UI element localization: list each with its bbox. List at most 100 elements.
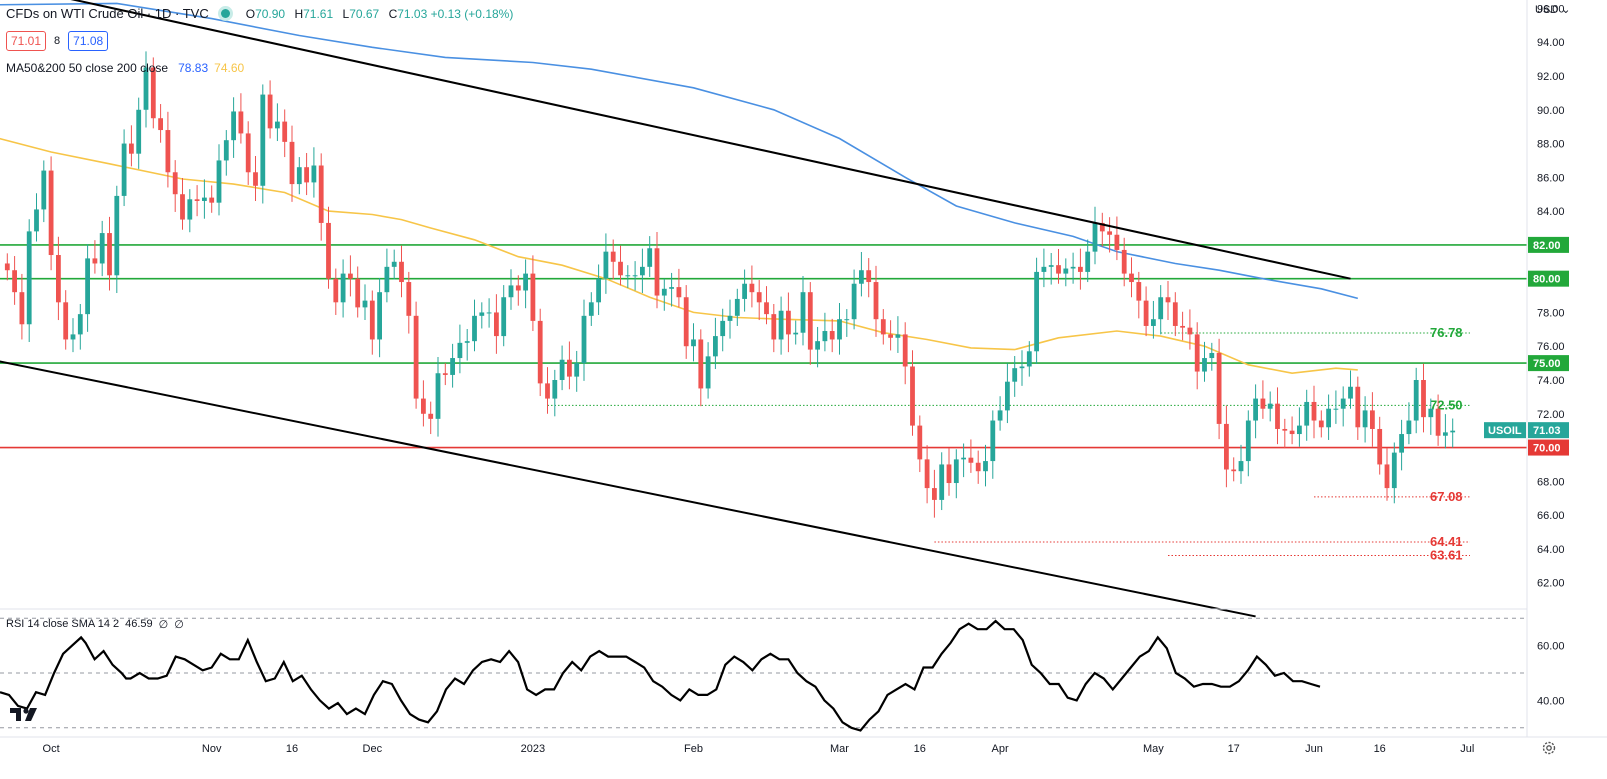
candle bbox=[1245, 410, 1251, 477]
candle-body bbox=[180, 194, 185, 220]
candle bbox=[713, 317, 718, 370]
candle-body bbox=[1165, 297, 1171, 303]
level-annotation-63.61: 63.61 bbox=[1430, 547, 1463, 562]
buy-button[interactable]: 71.08 bbox=[68, 31, 109, 51]
candle bbox=[26, 219, 32, 342]
market-status-icon bbox=[220, 9, 230, 18]
candle bbox=[997, 396, 1003, 431]
candle bbox=[983, 444, 988, 487]
candle bbox=[654, 232, 660, 309]
rsi-tick-label: 60.00 bbox=[1537, 641, 1565, 653]
candle bbox=[1406, 402, 1412, 445]
candle-body bbox=[654, 248, 660, 296]
candle-body bbox=[705, 356, 711, 389]
rsi-pane[interactable] bbox=[0, 617, 1527, 732]
candle-body bbox=[559, 359, 565, 380]
candle-body bbox=[99, 233, 105, 264]
ma200-value: 78.83 bbox=[178, 61, 209, 75]
ma-legend[interactable]: MA50&200 50 close 200 close 78.83 74.60 bbox=[6, 61, 244, 75]
candle bbox=[245, 121, 251, 185]
candle bbox=[647, 236, 653, 277]
candle bbox=[1421, 363, 1426, 433]
candle-body bbox=[1136, 282, 1142, 301]
candle-body bbox=[304, 167, 309, 183]
candle-body bbox=[70, 334, 76, 340]
ma200-line bbox=[0, 2, 1359, 300]
open-label: O bbox=[245, 6, 256, 21]
candle-body bbox=[187, 199, 193, 220]
candle bbox=[778, 296, 784, 355]
candle bbox=[1326, 394, 1331, 440]
candle bbox=[610, 239, 616, 280]
time-tick-label: Jun bbox=[1305, 743, 1323, 755]
candle-body bbox=[786, 310, 791, 335]
candle bbox=[435, 357, 441, 437]
candle-body bbox=[713, 336, 718, 357]
candle-body bbox=[625, 275, 631, 277]
level-tag-label: 82.00 bbox=[1533, 240, 1561, 252]
candle bbox=[63, 290, 69, 350]
symbol-title[interactable]: CFDs on WTI Crude Oil · 1D · TVC bbox=[6, 6, 209, 21]
candle bbox=[150, 57, 156, 129]
candle-body bbox=[464, 341, 470, 343]
price-tick-label: 74.00 bbox=[1537, 375, 1565, 387]
channel-upper-line bbox=[70, 0, 1351, 280]
candle-body bbox=[1450, 430, 1456, 433]
currency-selector[interactable]: USD ⌄ bbox=[1535, 3, 1571, 16]
candle bbox=[1304, 389, 1310, 441]
rsi-extra-1: ∅ bbox=[158, 619, 169, 631]
candle-body bbox=[822, 331, 828, 342]
candle-body bbox=[1326, 408, 1331, 428]
candle bbox=[1370, 392, 1375, 447]
rsi-legend[interactable]: RSI 14 close SMA 14 2 46.59 ∅ ∅ bbox=[6, 618, 184, 631]
close-label: C bbox=[388, 6, 398, 21]
candle-body bbox=[1012, 368, 1018, 382]
candle bbox=[1413, 367, 1419, 434]
candle bbox=[194, 185, 200, 217]
level-tag-80.00: 80.00 bbox=[1528, 270, 1569, 287]
candle bbox=[1443, 414, 1448, 449]
candle-body bbox=[807, 292, 813, 350]
level-tag-bg bbox=[1528, 270, 1569, 287]
candle bbox=[771, 304, 777, 353]
candle bbox=[1428, 398, 1434, 435]
close-value: 71.03 bbox=[397, 6, 428, 21]
candle bbox=[749, 265, 755, 308]
candle-body bbox=[567, 359, 572, 377]
time-tick-label: Mar bbox=[830, 743, 849, 755]
candle-body bbox=[1267, 403, 1273, 409]
candle-body bbox=[997, 410, 1003, 421]
candle bbox=[1092, 206, 1098, 265]
candle bbox=[1078, 248, 1083, 290]
candle-body bbox=[902, 334, 908, 367]
candle-body bbox=[494, 312, 499, 337]
rsi-tick-label: 40.00 bbox=[1537, 695, 1565, 707]
candle-body bbox=[720, 320, 726, 337]
tradingview-logo-icon bbox=[10, 708, 37, 721]
level-annotation-67.08: 67.08 bbox=[1430, 489, 1463, 504]
time-tick-label: Nov bbox=[202, 743, 222, 755]
candle-body bbox=[1099, 222, 1105, 232]
symbol-legend: CFDs on WTI Crude Oil · 1D · TVC O70.90 … bbox=[6, 6, 513, 21]
candle-body bbox=[12, 270, 17, 293]
chevron-down-icon: ⌄ bbox=[1558, 4, 1571, 16]
candle bbox=[355, 266, 361, 318]
gear-icon[interactable] bbox=[1540, 739, 1558, 757]
candle bbox=[545, 367, 550, 414]
candle-body bbox=[1151, 319, 1156, 326]
sell-button[interactable]: 71.01 bbox=[6, 31, 47, 51]
candle-body bbox=[1377, 428, 1383, 465]
candle bbox=[1041, 248, 1047, 288]
candle bbox=[844, 309, 850, 337]
candle bbox=[676, 268, 682, 308]
last-price-value: 71.03 bbox=[1533, 425, 1561, 437]
time-tick-label: May bbox=[1143, 743, 1164, 755]
currency-label: USD bbox=[1535, 4, 1559, 16]
candle bbox=[1224, 405, 1229, 488]
candle-body bbox=[1275, 403, 1280, 429]
candle bbox=[486, 298, 492, 328]
candle-body bbox=[107, 233, 112, 276]
candle bbox=[202, 179, 207, 219]
